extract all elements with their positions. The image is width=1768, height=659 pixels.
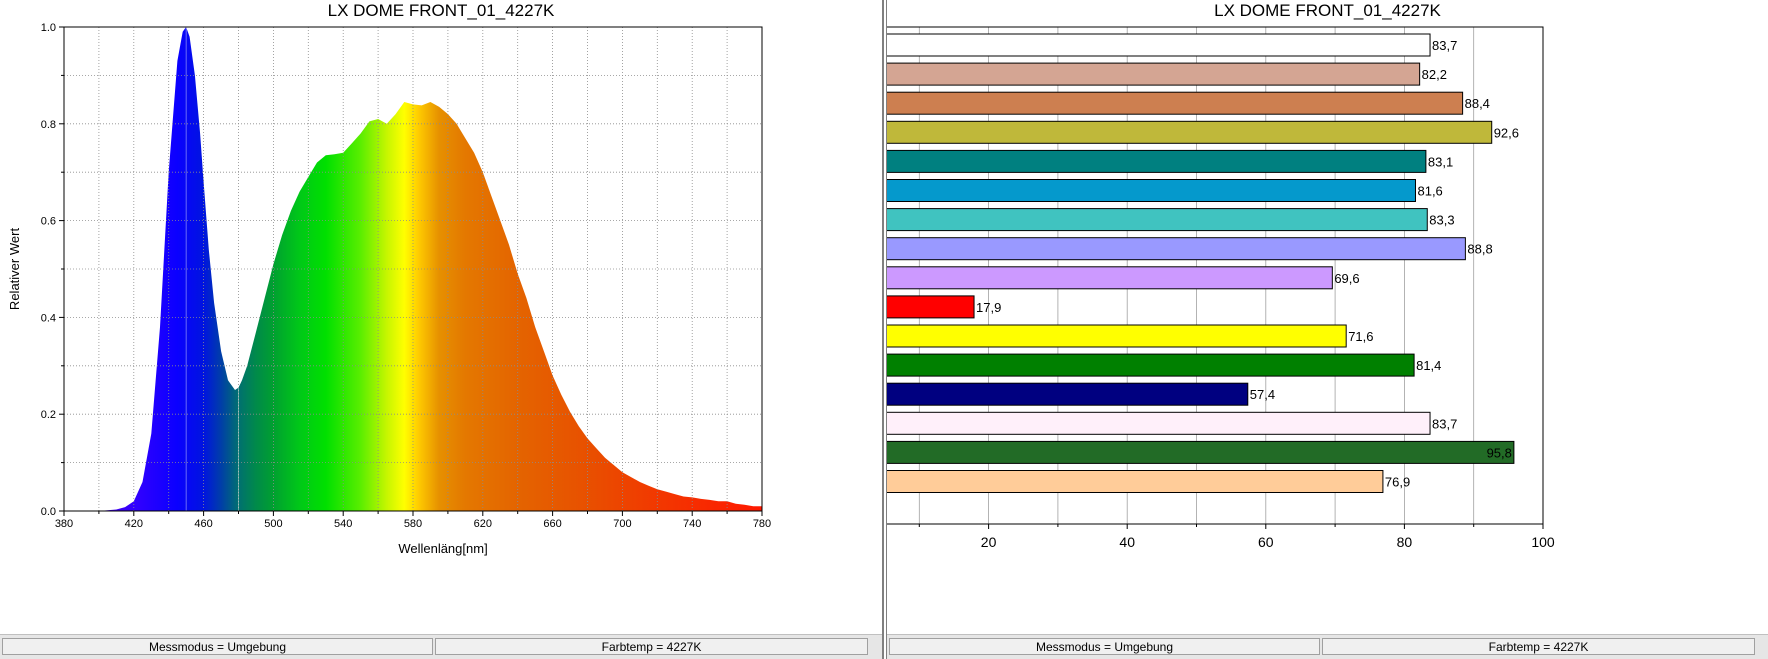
value-label: 76,9 (1385, 475, 1410, 490)
value-label: 92,6 (1494, 125, 1519, 140)
bar-r9 (887, 295, 975, 319)
bar-ra (887, 33, 1431, 57)
x-tick-label: 420 (125, 518, 143, 530)
bar-r1 (887, 62, 1421, 86)
value-label: 17,9 (976, 300, 1001, 315)
x-tick-label: 500 (264, 518, 282, 530)
x-tick-label: 620 (474, 518, 492, 530)
value-label: 83,7 (1432, 416, 1457, 431)
status-measure-mode: Messmodus = Umgebung (2, 638, 433, 655)
x-tick-label: 80 (1397, 534, 1413, 550)
cri-panel: LX DOME FRONT_01_4227K Ra83,7R182,2R288,… (886, 0, 1768, 659)
bar-r8 (887, 266, 1333, 290)
cri-chart: Ra83,7R182,2R288,4R392,6R483,1R581,6R683… (887, 26, 1555, 550)
y-tick-label: 0.0 (41, 506, 56, 518)
value-label: 71,6 (1348, 329, 1373, 344)
bar-r10 (887, 324, 1347, 348)
y-tick-label: 1.0 (41, 22, 56, 34)
y-tick-label: 0.8 (41, 119, 56, 131)
value-label: 69,6 (1334, 271, 1359, 286)
cri-status-bar: Messmodus = Umgebung Farbtemp = 4227K (887, 634, 1768, 659)
status-color-temp: Farbtemp = 4227K (435, 638, 868, 655)
bar-r13 (887, 411, 1431, 435)
x-tick-label: 660 (543, 518, 561, 530)
bar-r4 (887, 149, 1427, 173)
spectrum-chart: 380 420 460 500 540 580 620 660 700 740 780 0.0 0.2 0… (7, 22, 771, 556)
x-tick-label: 700 (613, 518, 631, 530)
status-color-temp: Farbtemp = 4227K (1322, 638, 1755, 655)
bar-r7 (887, 237, 1466, 261)
x-tick-label: 580 (404, 518, 422, 530)
x-tick-label: 60 (1258, 534, 1274, 550)
value-label: 83,1 (1428, 154, 1453, 169)
x-tick-label: 780 (753, 518, 771, 530)
spectrum-status-bar: Messmodus = Umgebung Farbtemp = 4227K (0, 634, 882, 659)
bar-r3 (887, 120, 1493, 144)
value-label: 81,4 (1416, 358, 1441, 373)
y-tick-label: 0.2 (41, 409, 56, 421)
bar-r11 (887, 353, 1415, 377)
x-axis-label: Wellenläng[nm] (398, 541, 487, 556)
x-tick-label: 540 (334, 518, 352, 530)
cri-title: LX DOME FRONT_01_4227K (1214, 1, 1441, 20)
bar-r15 (887, 470, 1384, 493)
value-label: 83,3 (1429, 213, 1454, 228)
value-label: 88,8 (1467, 242, 1492, 257)
spectrum-title: LX DOME FRONT_01_4227K (327, 1, 555, 20)
x-tick-label: 380 (55, 518, 73, 530)
value-label: 57,4 (1250, 387, 1275, 402)
y-tick-label: 0.6 (41, 216, 56, 228)
y-axis-label: Relativer Wert (7, 228, 22, 311)
value-label: 81,6 (1417, 184, 1442, 199)
value-label: 88,4 (1465, 96, 1490, 111)
status-measure-mode: Messmodus = Umgebung (889, 638, 1320, 655)
x-tick-label: 460 (194, 518, 212, 530)
y-tick-label: 0.4 (41, 312, 56, 324)
x-tick-label: 740 (683, 518, 701, 530)
bar-r14 (887, 440, 1515, 464)
bar-r2 (887, 91, 1464, 115)
value-label: 82,2 (1422, 67, 1447, 82)
value-label: 95,8 (1487, 445, 1512, 460)
value-label: 83,7 (1432, 38, 1457, 53)
bar-r6 (887, 208, 1428, 232)
x-tick-label: 100 (1531, 534, 1555, 550)
bar-r5 (887, 179, 1416, 202)
x-tick-label: 20 (981, 534, 997, 550)
x-tick-label: 40 (1119, 534, 1135, 550)
spectrum-panel: LX DOME FRONT_01_4227K 380 420 460 500 540 58… (0, 0, 884, 659)
bar-r12 (887, 382, 1249, 406)
